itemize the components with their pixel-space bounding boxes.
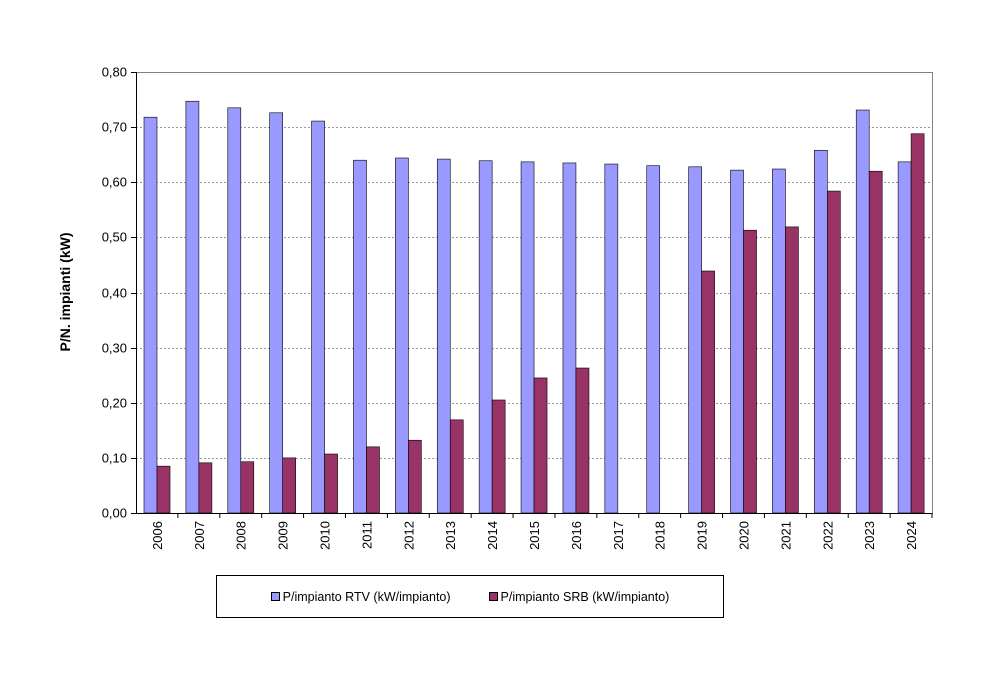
y-tick-label: 0,10: [102, 451, 127, 466]
bar-rtv-2007: [185, 100, 200, 514]
bar-srb-2012: [408, 439, 422, 514]
legend: P/impianto RTV (kW/impianto) P/impianto …: [216, 575, 724, 618]
x-tick-label: 2011: [359, 521, 374, 549]
bar-rtv-2019: [688, 166, 702, 514]
x-tick-label: 2013: [443, 521, 458, 550]
bar-rtv-2018: [646, 165, 661, 514]
y-tick-label: 0,30: [102, 341, 127, 356]
x-tick-label: 2014: [485, 521, 500, 550]
bar-rtv-2021: [772, 168, 786, 514]
bar-rtv-2014: [478, 160, 493, 514]
y-tick-label: 0,50: [102, 230, 127, 245]
x-tick-label: 2016: [569, 521, 584, 550]
bar-rtv-2017: [604, 163, 619, 514]
x-tick-label: 2010: [318, 521, 333, 550]
bar-srb-2006: [156, 465, 171, 514]
legend-swatch-rtv: [270, 592, 280, 601]
x-tick-label: 2015: [527, 521, 542, 550]
bar-rtv-2020: [730, 169, 744, 514]
bar-srb-2013: [449, 419, 464, 514]
bar-srb-2007: [198, 462, 213, 514]
bar-rtv-2006: [143, 116, 158, 514]
x-tick-label: 2008: [234, 521, 249, 550]
bar-rtv-2024: [897, 161, 912, 514]
bar-rtv-2008: [227, 107, 242, 514]
legend-swatch-srb: [488, 592, 498, 601]
bar-rtv-2011: [353, 159, 367, 514]
bar-srb-2009: [282, 457, 296, 514]
y-tick-label: 0,70: [102, 120, 127, 135]
bar-rtv-2023: [855, 109, 870, 514]
y-axis-label: P/N. impianti (kW): [57, 233, 73, 352]
x-tick-label: 2007: [192, 521, 207, 550]
x-tick-label: 2022: [820, 521, 835, 550]
x-tick-label: 2018: [653, 521, 668, 550]
x-tick-label: 2021: [778, 521, 793, 550]
bar-srb-2011: [366, 446, 380, 514]
bar-rtv-2009: [269, 112, 283, 514]
bar-srb-2023: [868, 170, 883, 514]
bar-srb-2019: [701, 270, 715, 514]
legend-item-rtv: P/impianto RTV (kW/impianto): [270, 589, 451, 604]
x-tick-label: 2009: [276, 521, 291, 550]
bar-srb-2010: [324, 453, 338, 514]
bar-srb-2021: [785, 226, 799, 514]
x-tick-label: 2023: [862, 521, 877, 550]
bar-srb-2024: [910, 133, 925, 514]
bar-rtv-2013: [436, 158, 451, 514]
x-tick-label: 2020: [736, 521, 751, 550]
bar-srb-2020: [743, 229, 757, 514]
y-tick-label: 0,80: [102, 65, 127, 80]
x-tick-label: 2024: [904, 521, 919, 550]
bar-srb-2022: [827, 190, 841, 514]
x-tick-label: 2017: [611, 521, 626, 550]
legend-label-rtv: P/impianto RTV (kW/impianto): [282, 589, 451, 604]
legend-label-srb: P/impianto SRB (kW/impianto): [500, 589, 670, 604]
bar-rtv-2010: [311, 120, 325, 514]
y-tick-label: 0,40: [102, 286, 127, 301]
x-tick-label: 2006: [150, 521, 165, 550]
x-tick-label: 2019: [695, 521, 710, 550]
bar-rtv-2012: [395, 157, 409, 514]
bar-rtv-2015: [520, 161, 535, 514]
y-tick-label: 0,00: [102, 506, 127, 521]
bar-rtv-2022: [814, 149, 828, 514]
bar-srb-2016: [575, 367, 590, 514]
bar-srb-2015: [533, 377, 548, 514]
y-tick-label: 0,60: [102, 175, 127, 190]
bar-srb-2008: [240, 461, 255, 514]
x-tick-label: 2012: [401, 521, 416, 550]
y-tick-label: 0,20: [102, 396, 127, 411]
legend-item-srb: P/impianto SRB (kW/impianto): [488, 589, 670, 604]
bar-srb-2014: [491, 399, 506, 514]
bar-rtv-2016: [562, 162, 577, 514]
